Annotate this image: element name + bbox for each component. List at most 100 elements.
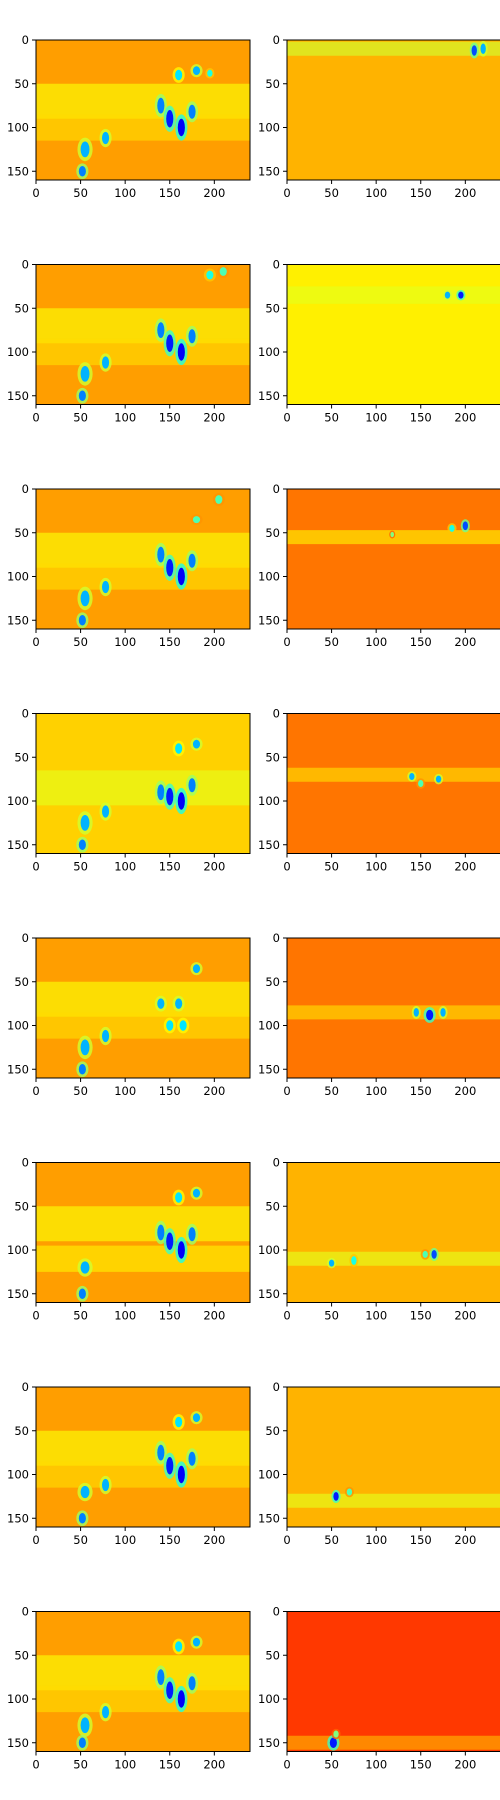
axes-frame: [286, 39, 500, 181]
heatmap-panel: 0 50 100 150 200 0 50 100 150: [258, 1156, 500, 1323]
y-tick-label: 50: [265, 301, 280, 315]
heatmap-blob: [166, 334, 174, 352]
x-tick-label: 0: [283, 635, 290, 649]
y-tick-label: 0: [273, 1605, 280, 1619]
x-tick-label: 50: [324, 1758, 339, 1772]
x-tick-label: 100: [365, 186, 387, 200]
heatmap-blob: [426, 1009, 434, 1021]
heatmap-blob: [101, 1029, 110, 1043]
x-tick-label: 50: [324, 635, 339, 649]
x-tick-label: 100: [114, 860, 136, 874]
y-tick-label: 50: [14, 1648, 29, 1662]
x-tick-label: 100: [114, 1309, 136, 1323]
y-tick-label: 100: [7, 794, 29, 808]
y-tick-label: 50: [265, 526, 280, 540]
y-tick-label: 150: [258, 838, 280, 852]
heatmap-blob: [206, 270, 214, 280]
heatmap-blob: [177, 1690, 185, 1708]
y-tick-label: 50: [14, 301, 29, 315]
heatmap-band: [287, 1251, 500, 1266]
heatmap-blob: [80, 1261, 90, 1274]
heatmap-panel: 0 50 100 150 200 0 50 100 150: [7, 482, 251, 649]
y-tick-label: 0: [273, 33, 280, 47]
x-tick-label: 100: [365, 411, 387, 425]
heatmap-panel: 0 50 100 150 200 0 50 100 150: [258, 33, 500, 200]
x-tick-label: 100: [114, 1084, 136, 1098]
x-tick-label: 150: [410, 186, 432, 200]
heatmap-panel: 0 50 100 150 200 0 50 100 150: [258, 1380, 500, 1547]
y-tick-label: 100: [258, 1243, 280, 1257]
heatmap-blob: [177, 1465, 185, 1484]
x-tick-label: 200: [454, 1309, 476, 1323]
x-tick-label: 0: [283, 1533, 290, 1547]
x-tick-label: 50: [73, 1533, 88, 1547]
heatmap-blob: [101, 1706, 110, 1719]
heatmap-blob: [157, 322, 165, 338]
heatmap-blob: [157, 1224, 165, 1241]
heatmap-band: [36, 981, 250, 1017]
heatmap-background: [287, 1611, 500, 1752]
heatmap-blob: [157, 97, 165, 114]
y-tick-label: 0: [22, 707, 29, 721]
heatmap-blob: [418, 780, 424, 787]
y-tick-label: 100: [258, 345, 280, 359]
x-tick-label: 50: [324, 186, 339, 200]
y-tick-label: 50: [14, 975, 29, 989]
heatmap-panel: 0 50 100 150 200 0 50 100 150: [7, 1605, 251, 1772]
y-tick-label: 100: [258, 121, 280, 135]
heatmap-blob: [329, 1737, 337, 1748]
y-tick-label: 50: [14, 1199, 29, 1213]
heatmap-panel: 0 50 100 150 200 0 50 100 150: [258, 931, 500, 1098]
x-tick-label: 150: [410, 1533, 432, 1547]
heatmap-blob: [78, 390, 86, 401]
heatmap-band: [36, 563, 250, 590]
heatmap-blob: [175, 743, 183, 754]
heatmap-background: [287, 489, 500, 629]
y-tick-label: 100: [7, 1692, 29, 1706]
axes-frame: [286, 1162, 500, 1303]
x-tick-label: 150: [410, 1309, 432, 1323]
y-tick-label: 0: [22, 1156, 29, 1170]
y-tick-label: 150: [7, 164, 29, 178]
axes-frame: [35, 1162, 251, 1303]
y-tick-label: 50: [265, 1648, 280, 1662]
y-tick-label: 150: [7, 1062, 29, 1076]
heatmap-blob: [207, 69, 213, 77]
y-tick-label: 150: [258, 613, 280, 627]
heatmap-blob: [188, 329, 196, 344]
heatmap-blob: [157, 784, 165, 801]
y-tick-label: 0: [22, 258, 29, 272]
heatmap-blob: [166, 787, 174, 806]
x-tick-label: 0: [32, 411, 39, 425]
y-tick-label: 100: [7, 1019, 29, 1033]
y-tick-label: 100: [258, 1692, 280, 1706]
y-tick-label: 50: [14, 526, 29, 540]
x-tick-label: 0: [32, 1084, 39, 1098]
heatmap-panel: 0 50 100 150 200 0 50 100 150: [7, 258, 251, 425]
heatmap-blob: [440, 1008, 446, 1017]
heatmap-blob: [431, 1250, 437, 1259]
x-tick-label: 200: [203, 1084, 225, 1098]
heatmap-blob: [157, 1669, 165, 1685]
heatmap-blob: [188, 104, 196, 119]
axes-frame: [35, 264, 251, 405]
heatmap-band: [36, 1012, 250, 1039]
x-tick-label: 150: [159, 860, 181, 874]
x-tick-label: 100: [365, 1084, 387, 1098]
x-tick-label: 100: [114, 1533, 136, 1547]
x-tick-label: 200: [203, 635, 225, 649]
heatmap-band: [287, 1005, 500, 1020]
axes-frame: [286, 1386, 500, 1528]
y-tick-label: 100: [258, 570, 280, 584]
x-tick-label: 0: [283, 1758, 290, 1772]
x-tick-label: 200: [454, 186, 476, 200]
axes-frame: [286, 1611, 500, 1752]
x-tick-label: 200: [454, 1758, 476, 1772]
heatmap-blob: [219, 267, 227, 276]
x-tick-label: 0: [32, 860, 39, 874]
heatmap-blob: [188, 778, 196, 793]
x-tick-label: 50: [73, 635, 88, 649]
y-tick-label: 0: [273, 482, 280, 496]
heatmap-blob: [157, 546, 165, 563]
x-tick-label: 50: [324, 860, 339, 874]
